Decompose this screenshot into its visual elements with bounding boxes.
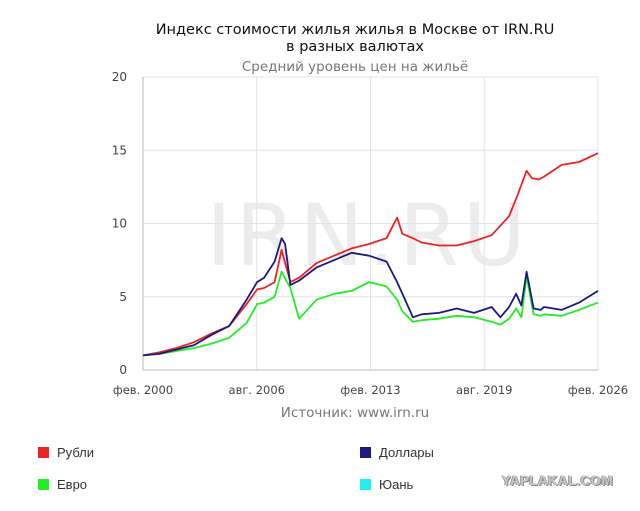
legend-swatch-euro — [38, 478, 49, 490]
source-note: Источник: www.irn.ru — [280, 405, 430, 421]
watermark-text: IRN.RU — [206, 186, 530, 286]
chart-subtitle: Средний уровень цен на жильё — [241, 59, 469, 75]
series-line-1 — [142, 237, 599, 357]
x-tick-label: авг. 2019 — [456, 383, 512, 397]
legend-item-yuan[interactable]: Юань — [360, 476, 414, 492]
legend-label-euro: Евро — [57, 476, 88, 492]
series-line-0 — [142, 152, 599, 357]
chart-title: Индекс стоимости жилья жилья в Москве от… — [0, 22, 640, 56]
y-tick-label: 0 — [119, 363, 127, 377]
legend-swatch-dollars — [360, 446, 371, 458]
y-tick-label: 5 — [119, 290, 127, 304]
y-tick-label: 15 — [112, 143, 127, 157]
x-tick-label: фев. 2013 — [340, 383, 400, 397]
legend-item-euro[interactable]: Евро — [38, 476, 88, 492]
legend-label-rubles: Рубли — [57, 444, 95, 460]
legend-item-rubles[interactable]: Рубли — [38, 444, 95, 460]
legend-label-dollars: Доллары — [379, 444, 434, 460]
site-watermark: YAPLAKAL.COM — [501, 473, 613, 488]
x-tick-label: фев. 2026 — [568, 383, 628, 397]
legend-swatch-yuan — [360, 478, 371, 490]
y-tick-label: 10 — [112, 217, 127, 231]
line-chart: IRN.RU 0 5 10 15 20 фев. 2000 авг. 2006 фев. 20… — [112, 70, 628, 397]
legend-swatch-rubles — [38, 446, 49, 458]
axes: 0 5 10 15 20 фев. 2000 авг. 2006 фев. 2013 авг. … — [112, 70, 628, 397]
series-lines — [142, 152, 599, 357]
x-tick-label: фев. 2000 — [113, 383, 173, 397]
chart-title-line-2: в разных валютах — [286, 39, 424, 55]
x-tick-label: авг. 2006 — [229, 383, 285, 397]
grid — [142, 76, 599, 371]
y-tick-label: 20 — [112, 70, 127, 84]
chart-title-line-1: Индекс стоимости жилья жилья в Москве от… — [155, 22, 555, 38]
legend-item-dollars[interactable]: Доллары — [360, 444, 434, 460]
legend-label-yuan: Юань — [379, 476, 414, 492]
